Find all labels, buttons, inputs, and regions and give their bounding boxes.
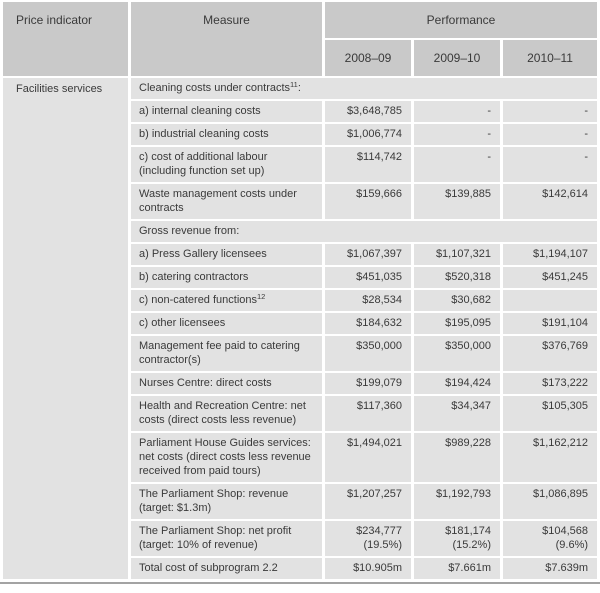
value-cell-2010-11: $7.639m: [503, 558, 598, 579]
table-row: a) internal cleaning costs $3,648,785- -: [3, 101, 598, 122]
table-body: Facilities services Cleaning costs under …: [3, 78, 598, 579]
value-cell-2009-10: $34,347: [414, 396, 500, 431]
value-cell-2008-09: $199,079: [325, 373, 411, 394]
measure-cell: The Parliament Shop: revenue (target: $1…: [131, 484, 322, 519]
measure-cell: c) non-catered functions12: [131, 290, 322, 311]
table-row: Parliament House Guides services: net co…: [3, 433, 598, 482]
value-cell-2010-11: $105,305: [503, 396, 598, 431]
value-cell-2010-11: $142,614: [503, 184, 598, 219]
measure-group-cell: Cleaning costs under contracts11:: [131, 78, 598, 99]
value-cell-2008-09: $1,067,397: [325, 244, 411, 265]
value-cell-2008-09: $28,534: [325, 290, 411, 311]
table-row: Facilities services Cleaning costs under …: [3, 78, 598, 579]
value-cell-2009-10: $350,000: [414, 336, 500, 371]
value-cell-2008-09: $451,035: [325, 267, 411, 288]
measure-cell: Nurses Centre: direct costs: [131, 373, 322, 394]
table-row: c) non-catered functions12 $28,534 $30,682: [3, 290, 598, 311]
table-row: a) Press Gallery licensees $1,067,397 $1,1…: [3, 244, 598, 265]
table-row: b) catering contractors $451,035 $520,318 $…: [3, 267, 598, 288]
value-cell-2008-09: $350,000: [325, 336, 411, 371]
measure-cell: Management fee paid to catering contract…: [131, 336, 322, 371]
measure-cell: Parliament House Guides services: net co…: [131, 433, 322, 482]
value-cell-2010-11: $1,086,895: [503, 484, 598, 519]
col-header-price-indicator: Price indicator: [3, 2, 128, 76]
value-cell-2009-10: $989,228: [414, 433, 500, 482]
value-cell-2010-11: $104,568 (9.6%): [503, 521, 598, 556]
table-row: b) industrial cleaning costs $1,006,774- -: [3, 124, 598, 145]
value-cell-2010-11: -: [503, 147, 598, 182]
col-header-year-2010-11: 2010–11: [503, 40, 598, 76]
table-row: Waste management costs under contracts $1…: [3, 184, 598, 219]
value-cell-2010-11: [503, 290, 598, 311]
measure-cell: Waste management costs under contracts: [131, 184, 322, 219]
table-row: Total cost of subprogram 2.2 $10.905m $7.6…: [3, 558, 598, 579]
measure-cell: The Parliament Shop: net profit (target:…: [131, 521, 322, 556]
value-cell-2010-11: $451,245: [503, 267, 598, 288]
table-row: Management fee paid to catering contract…: [3, 336, 598, 371]
value-cell-2010-11: -: [503, 101, 598, 122]
value-cell-2009-10: $520,318: [414, 267, 500, 288]
table-header: Price indicator Measure Performance 2008…: [3, 2, 598, 76]
value-cell-2009-10: -: [414, 147, 500, 182]
col-header-year-2008-09: 2008–09: [325, 40, 411, 76]
table-bottom-border: [0, 582, 600, 584]
measure-cell: Total cost of subprogram 2.2: [131, 558, 322, 579]
table-row: Gross revenue from:: [3, 221, 598, 242]
col-header-measure: Measure: [131, 2, 322, 76]
table-row: Health and Recreation Centre: net costs …: [3, 396, 598, 431]
col-header-year-2009-10: 2009–10: [414, 40, 500, 76]
measure-cell: a) internal cleaning costs: [131, 101, 322, 122]
price-indicator-cell: Facilities services: [3, 78, 128, 579]
value-cell-2008-09: $1,494,021: [325, 433, 411, 482]
header-row-top: Price indicator Measure Performance: [3, 2, 598, 76]
table-row: The Parliament Shop: revenue (target: $1…: [3, 484, 598, 519]
measure-cell: c) cost of additional labour (including …: [131, 147, 322, 182]
footnote-superscript: 12: [257, 292, 266, 301]
table-row: The Parliament Shop: net profit (target:…: [3, 521, 598, 556]
value-cell-2009-10: $7.661m: [414, 558, 500, 579]
value-cell-2009-10: -: [414, 101, 500, 122]
value-cell-2008-09: $3,648,785: [325, 101, 411, 122]
value-cell-2008-09: $117,360: [325, 396, 411, 431]
col-header-performance: Performance: [325, 2, 598, 38]
measure-cell: Health and Recreation Centre: net costs …: [131, 396, 322, 431]
value-cell-2008-09: $1,207,257: [325, 484, 411, 519]
measure-cell: a) Press Gallery licensees: [131, 244, 322, 265]
value-cell-2009-10: $1,192,793: [414, 484, 500, 519]
header-row-years: 2008–09 2009–10 2010–11: [3, 40, 598, 76]
value-cell-2008-09: $184,632: [325, 313, 411, 334]
value-cell-2009-10: -: [414, 124, 500, 145]
table-row: Nurses Centre: direct costs $199,079 $194,…: [3, 373, 598, 394]
value-cell-2008-09: $10.905m: [325, 558, 411, 579]
value-cell-2010-11: $191,104: [503, 313, 598, 334]
footnote-superscript: 11: [290, 80, 298, 89]
measure-group-cell: Gross revenue from:: [131, 221, 598, 242]
value-cell-2008-09: $114,742: [325, 147, 411, 182]
value-cell-2009-10: $139,885: [414, 184, 500, 219]
value-cell-2009-10: $181,174 (15.2%): [414, 521, 500, 556]
value-cell-2010-11: $1,194,107: [503, 244, 598, 265]
value-cell-2009-10: $1,107,321: [414, 244, 500, 265]
measure-cell: b) catering contractors: [131, 267, 322, 288]
value-cell-2008-09: $159,666: [325, 184, 411, 219]
table-row: c) other licensees $184,632 $195,095 $191,1…: [3, 313, 598, 334]
value-cell-2010-11: $376,769: [503, 336, 598, 371]
value-cell-2010-11: -: [503, 124, 598, 145]
value-cell-2009-10: $195,095: [414, 313, 500, 334]
measure-cell: b) industrial cleaning costs: [131, 124, 322, 145]
value-cell-2009-10: $30,682: [414, 290, 500, 311]
value-cell-2008-09: $234,777 (19.5%): [325, 521, 411, 556]
performance-table: Price indicator Measure Performance 2008…: [3, 2, 598, 579]
value-cell-2010-11: $1,162,212: [503, 433, 598, 482]
value-cell-2009-10: $194,424: [414, 373, 500, 394]
measure-cell: c) other licensees: [131, 313, 322, 334]
table-row: c) cost of additional labour (including …: [3, 147, 598, 182]
value-cell-2008-09: $1,006,774: [325, 124, 411, 145]
value-cell-2010-11: $173,222: [503, 373, 598, 394]
